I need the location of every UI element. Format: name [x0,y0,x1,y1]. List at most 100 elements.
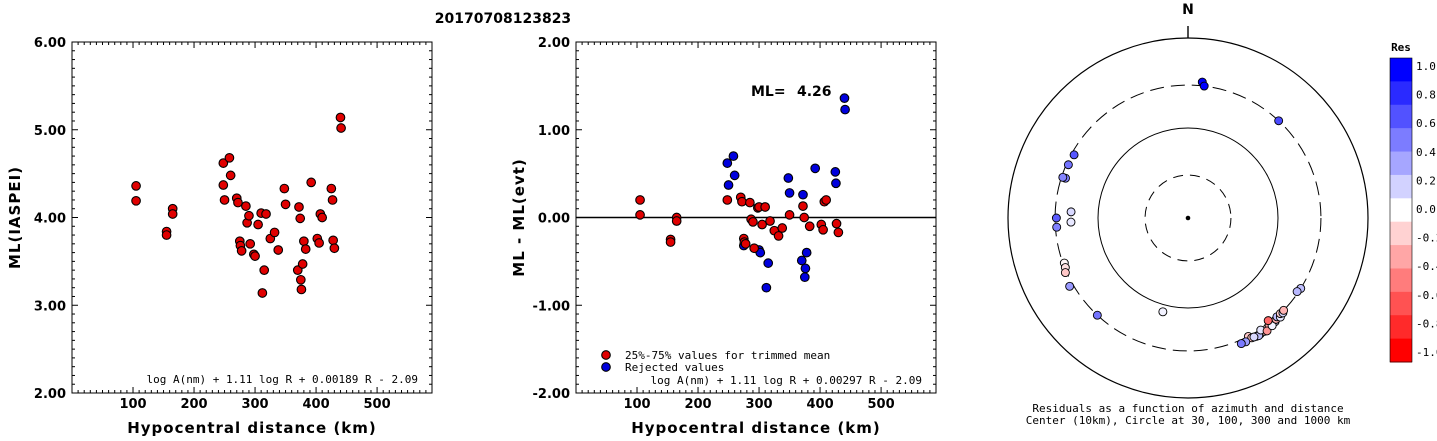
data-point [167,209,178,219]
data-point [225,170,236,181]
rejected-point [840,104,850,115]
trimmed-point [831,218,842,229]
station-residual-point [1069,150,1079,160]
rejected-point [801,247,812,258]
data-point [253,219,263,230]
colorbar-segment [1390,315,1412,340]
colorbar-segment [1390,221,1412,246]
ring-30km [1144,174,1232,262]
station-residual-point [1199,81,1209,91]
x-tick-label: 200 [684,397,711,412]
station-residual-point [1063,160,1073,170]
y-tick-label: -1.00 [533,299,570,314]
x-tick-label: 100 [119,397,146,412]
y-axis-label: ML(IASPEI) [6,166,24,269]
colorbar-segment [1390,58,1412,82]
x-tick-label: 300 [745,397,772,412]
data-point [306,177,317,188]
station-residual-point [1092,310,1102,320]
data-point [280,199,291,210]
data-point [300,244,311,254]
data-point [327,195,338,205]
data-point [218,158,229,168]
station-residual-point [1279,305,1289,315]
data-point [269,227,280,238]
colorbar-segment [1390,338,1412,363]
colorbar-label: -0.6 [1416,289,1437,302]
data-point [236,245,247,256]
formula-text: log A(nm) + 1.11 log R + 0.00297 R - 2.0… [650,374,922,387]
ml-value: 4.26 [797,84,832,100]
data-point [131,195,141,206]
data-point [261,209,271,219]
trimmed-point [773,231,784,241]
y-tick-label: 6.00 [34,36,66,51]
ml-distance-plot: 100 200 300 400 500 2.00 3.00 4.00 5.00 6.00 Hypoc… [6,36,433,437]
caption-line-1: Residuals as a function of azimuth and d… [1032,402,1343,415]
caption-line-2: Center (10km), Circle at 30, 100, 300 an… [1026,414,1351,427]
colorbar-label: -0.2 [1416,232,1437,245]
north-label: N [1182,2,1194,18]
rejected-point [783,173,794,183]
ml-label: ML= [751,84,786,100]
data-point [336,123,346,133]
y-tick-label: 1.00 [538,124,570,139]
x-tick-label: 500 [364,397,391,412]
rejected-point [831,178,841,189]
trimmed-point [671,216,682,226]
data-point [296,284,307,295]
colorbar-segment [1390,291,1412,316]
data-point [279,183,290,194]
station-residual-point [1066,207,1076,217]
y-axis-label: ML - ML(evt) [510,158,528,276]
trimmed-point [737,196,747,207]
trimmed-point [818,224,828,235]
colorbar-label: 0.8 [1416,89,1436,102]
rejected-point [784,188,795,198]
data-point [328,235,339,246]
y-tick-label: 3.00 [34,299,66,314]
data-point [297,259,308,269]
trimmed-point [799,212,810,223]
trimmed-point [748,217,758,227]
trimmed-point [635,210,645,220]
x-tick-label: 400 [806,397,833,412]
ring-100km [1097,127,1279,309]
rejected-point [796,255,807,266]
legend-label-rejected: Rejected values [625,361,724,374]
trimmed-point [757,219,767,230]
data-point [273,245,284,255]
data-point [335,112,346,123]
colorbar-segment [1390,245,1412,269]
azimuth-residual-plot: N Residuals as a function of azimuth and … [1007,2,1437,427]
rejected-point [763,258,774,268]
x-tick-label: 500 [868,397,895,412]
y-tick-label: 2.00 [538,36,570,51]
colorbar-segment [1390,128,1412,153]
rejected-point [723,180,734,190]
data-point [257,288,268,298]
station-residual-point [1066,217,1076,227]
colorbar-label: 0.0 [1416,203,1436,216]
trimmed-point [740,238,751,249]
trimmed-point [798,201,808,211]
x-axis-label: Hypocentral distance (km) [127,419,377,437]
trimmed-point [777,223,788,233]
data-point [299,236,309,247]
center-point [1185,215,1191,221]
colorbar-frame [1389,57,1413,363]
trimmed-point [833,227,844,238]
station-residual-point [1158,307,1168,317]
station-residual-point [1249,332,1259,342]
data-point [131,181,141,191]
trimmed-point [635,195,645,205]
colorbar-segment [1390,174,1412,199]
colorbar-segment [1390,81,1412,106]
data-point [314,238,324,248]
data-point [244,210,254,221]
station-residual-point [1058,172,1068,182]
station-residual-point [1262,326,1272,336]
y-tick-label: 0.00 [538,212,570,227]
data-point [294,202,304,212]
